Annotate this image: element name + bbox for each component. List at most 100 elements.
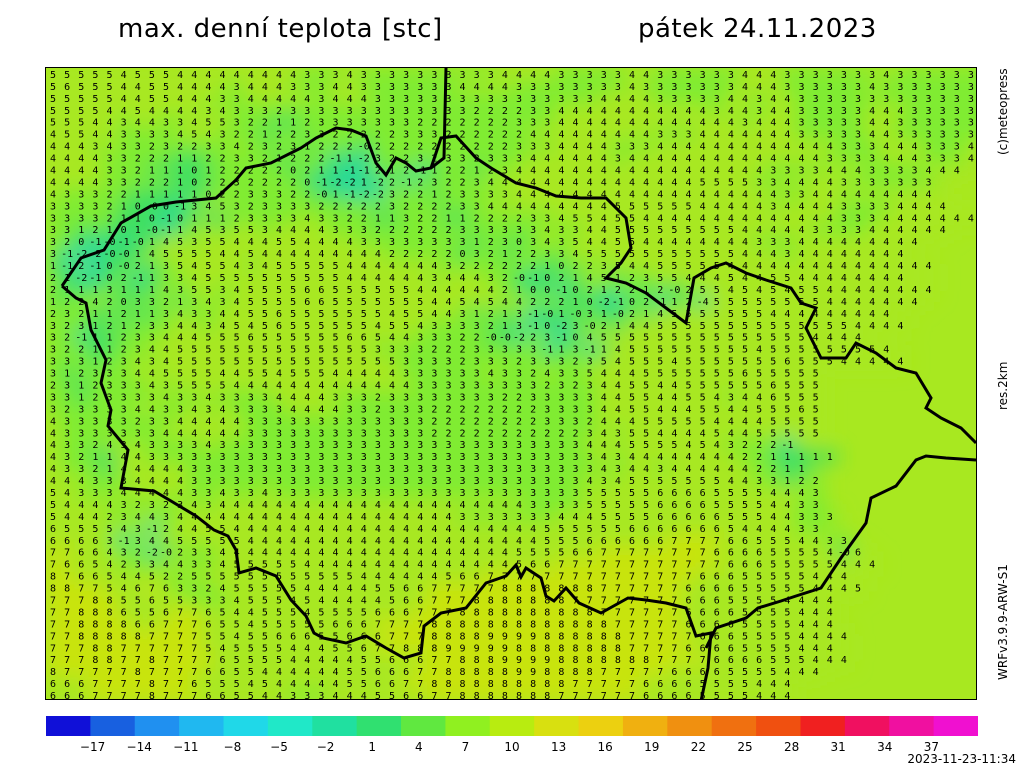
temperature-value: 1 (276, 118, 282, 129)
temperature-value: 4 (290, 225, 296, 236)
temperature-value: 3 (92, 404, 98, 415)
temperature-value: 3 (558, 82, 564, 93)
field-cell (836, 91, 852, 105)
temperature-value: 4 (601, 201, 607, 212)
temperature-value: 4 (474, 297, 480, 308)
temperature-value: 5 (784, 345, 790, 356)
field-cell (187, 79, 203, 93)
temperature-value: 5 (332, 261, 338, 272)
temperature-value: 3 (813, 94, 819, 105)
temperature-value: 1 (445, 213, 451, 224)
temperature-value: -1 (400, 177, 412, 188)
temperature-value: 5 (784, 333, 790, 344)
temperature-value: 3 (92, 369, 98, 380)
temperature-value: 4 (798, 225, 804, 236)
field-cell (144, 103, 160, 117)
temperature-value: 1 (177, 177, 183, 188)
temperature-value: 4 (728, 106, 734, 117)
temperature-value: 2 (431, 225, 437, 236)
temperature-value: 4 (488, 285, 494, 296)
temperature-value: 4 (841, 285, 847, 296)
temperature-value: 4 (827, 237, 833, 248)
field-cell (384, 68, 401, 81)
temperature-value: -1 (118, 237, 130, 248)
temperature-value: 3 (234, 201, 240, 212)
temperature-value: -1 (315, 177, 327, 188)
temperature-value: 4 (389, 369, 395, 380)
temperature-value: 5 (643, 392, 649, 403)
temperature-value: 5 (290, 321, 296, 332)
temperature-value: 4 (361, 369, 367, 380)
temperature-value: -1 (555, 285, 567, 296)
temperature-value: 3 (64, 381, 70, 392)
temperature-value: 4 (558, 154, 564, 165)
temperature-value: 2 (502, 142, 508, 153)
temperature-value: 3 (460, 381, 466, 392)
temperature-value: 4 (770, 130, 776, 141)
temperature-value: 1 (219, 213, 225, 224)
temperature-value: 5 (657, 369, 663, 380)
temperature-value: -0 (570, 309, 582, 320)
temperature-value: 4 (926, 225, 932, 236)
temperature-value: 3 (262, 189, 268, 200)
temperature-value: 3 (219, 94, 225, 105)
resolution-label: res.2km (996, 362, 1010, 410)
temperature-value: 1 (149, 237, 155, 248)
temperature-value: 5 (347, 285, 353, 296)
temperature-value: 4 (643, 130, 649, 141)
temperature-value: 4 (615, 345, 621, 356)
temperature-value: 1 (135, 225, 141, 236)
field-cell (300, 68, 316, 81)
temperature-value: 3 (516, 82, 522, 93)
temperature-value: 2 (248, 177, 254, 188)
field-cell (144, 68, 160, 81)
field-cell (963, 68, 976, 81)
temperature-value: 3 (488, 357, 494, 368)
temperature-value: 5 (587, 213, 593, 224)
temperature-value: 5 (262, 309, 268, 320)
temperature-value: 5 (714, 249, 720, 260)
temperature-value: 4 (685, 142, 691, 153)
temperature-value: 5 (798, 285, 804, 296)
temperature-value: 3 (318, 106, 324, 117)
temperature-value: 4 (728, 189, 734, 200)
temperature-value: 4 (629, 261, 635, 272)
temperature-value: 3 (869, 177, 875, 188)
temperature-value: 2 (516, 357, 522, 368)
temperature-value: 4 (347, 381, 353, 392)
temperature-value: 4 (403, 333, 409, 344)
temperature-value: 3 (502, 237, 508, 248)
temperature-value: 4 (587, 106, 593, 117)
temperature-value: 4 (290, 381, 296, 392)
field-cell (215, 103, 231, 117)
field-cell (130, 79, 146, 93)
temperature-value: 3 (488, 273, 494, 284)
temperature-value: 4 (714, 273, 720, 284)
temperature-value: 5 (657, 273, 663, 284)
temperature-value: 1 (78, 392, 84, 403)
temperature-value: 3 (431, 273, 437, 284)
temperature-value: 3 (968, 118, 974, 129)
field-cell (752, 103, 768, 117)
temperature-value: 4 (756, 70, 762, 81)
temperature-value: 5 (318, 261, 324, 272)
temperature-value: 6 (361, 333, 367, 344)
temperature-value: 4 (64, 177, 70, 188)
temperature-value: 4 (163, 333, 169, 344)
temperature-value: 4 (770, 94, 776, 105)
temperature-value: 4 (347, 94, 353, 105)
temperature-value: 3 (558, 70, 564, 81)
temperature-value: -0 (513, 273, 525, 284)
temperature-value: 4 (827, 142, 833, 153)
temperature-value: 4 (544, 369, 550, 380)
field-cell (624, 79, 641, 93)
temperature-value: 5 (78, 94, 84, 105)
temperature-value: 4 (318, 225, 324, 236)
temperature-value: 4 (558, 177, 564, 188)
field-cell (173, 79, 189, 93)
temperature-value: 5 (657, 357, 663, 368)
temperature-value: 4 (643, 106, 649, 117)
temperature-value: 3 (234, 404, 240, 415)
temperature-value: 5 (262, 369, 268, 380)
temperature-value: 2 (121, 273, 127, 284)
